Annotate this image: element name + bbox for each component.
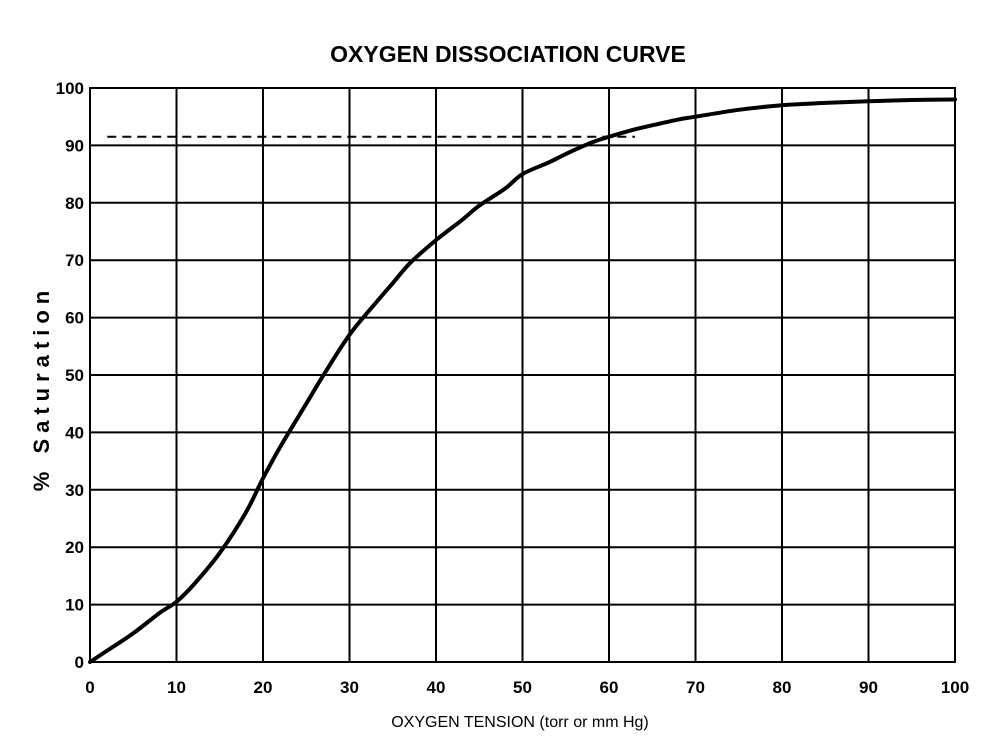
y-tick-label: 10 — [65, 596, 84, 615]
y-tick-label: 60 — [65, 309, 84, 328]
y-axis-label: % Saturation — [29, 285, 54, 491]
x-tick-label: 10 — [167, 678, 186, 697]
y-tick-label: 50 — [65, 366, 84, 385]
x-tick-label: 40 — [427, 678, 446, 697]
y-tick-label: 90 — [65, 136, 84, 155]
x-tick-label: 60 — [600, 678, 619, 697]
x-tick-label: 50 — [513, 678, 532, 697]
x-axis-label: OXYGEN TENSION (torr or mm Hg) — [391, 714, 649, 731]
curve-layer — [88, 97, 957, 664]
x-tick-label: 30 — [340, 678, 359, 697]
x-tick-labels: 0 10 20 30 40 50 60 70 80 90 100 — [85, 678, 969, 697]
x-tick-label: 90 — [859, 678, 878, 697]
y-tick-label: 30 — [65, 481, 84, 500]
x-tick-label: 80 — [773, 678, 792, 697]
chart-title: OXYGEN DISSOCIATION CURVE — [330, 41, 686, 67]
y-tick-labels: 0 10 20 30 40 50 60 70 80 90 100 — [56, 79, 84, 672]
plot-frame — [89, 87, 956, 663]
y-tick-label: 70 — [65, 251, 84, 270]
x-tick-label: 100 — [941, 678, 969, 697]
x-tick-label: 20 — [254, 678, 273, 697]
y-tick-label: 40 — [65, 423, 84, 442]
y-tick-label: 20 — [65, 538, 84, 557]
x-tick-label: 70 — [686, 678, 705, 697]
y-tick-label: 80 — [65, 194, 84, 213]
y-tick-label: 100 — [56, 79, 84, 98]
x-tick-label: 0 — [85, 678, 94, 697]
dissociation-curve — [88, 97, 957, 664]
reference-lines — [107, 135, 635, 662]
y-tick-label: 0 — [75, 653, 84, 672]
